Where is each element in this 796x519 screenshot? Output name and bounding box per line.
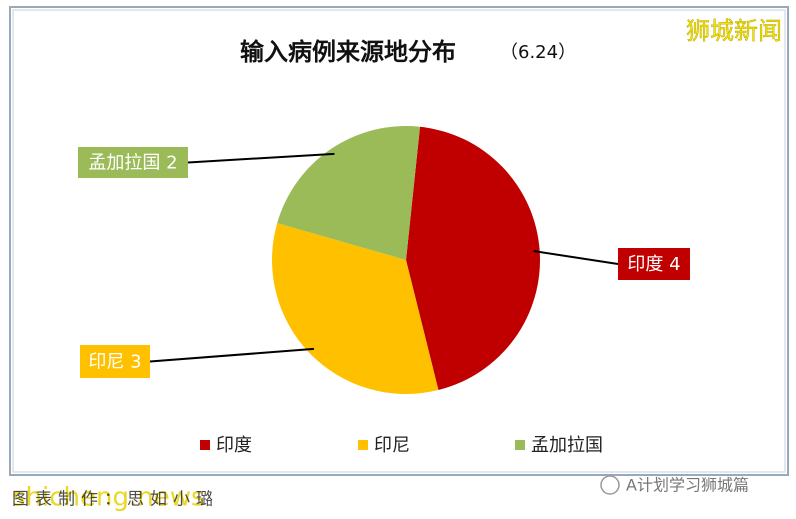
leader-line — [533, 250, 619, 265]
chart-subtitle: （6.24） — [500, 42, 576, 63]
chart-frame-inner — [12, 9, 786, 473]
data-label-box — [80, 345, 150, 378]
data-label: 印度 4 — [627, 254, 680, 275]
legend-swatch — [358, 440, 368, 450]
pie-slice — [406, 126, 540, 391]
watermark: 狮城新闻 — [686, 17, 782, 45]
legend-label: 印尼 — [374, 435, 410, 456]
caption: 图表制作：思如小璐 — [12, 490, 219, 510]
watermark: shicheng.news — [12, 483, 205, 513]
pie-slice — [271, 223, 439, 395]
data-label-box — [618, 248, 690, 280]
chart-title: 输入病例来源地分布 — [240, 38, 456, 66]
leader-line — [187, 152, 335, 164]
wechat-icon — [600, 475, 620, 495]
data-label-box — [78, 147, 188, 178]
leader-line — [149, 347, 315, 363]
legend-label: 孟加拉国 — [531, 435, 603, 456]
data-label: 印尼 3 — [88, 352, 141, 373]
pie-slice — [277, 125, 421, 260]
watermark: A计划学习狮城篇 — [626, 476, 749, 495]
legend-label: 印度 — [216, 435, 252, 456]
data-label: 孟加拉国 2 — [88, 153, 177, 174]
legend-swatch — [200, 440, 210, 450]
legend-swatch — [515, 440, 525, 450]
